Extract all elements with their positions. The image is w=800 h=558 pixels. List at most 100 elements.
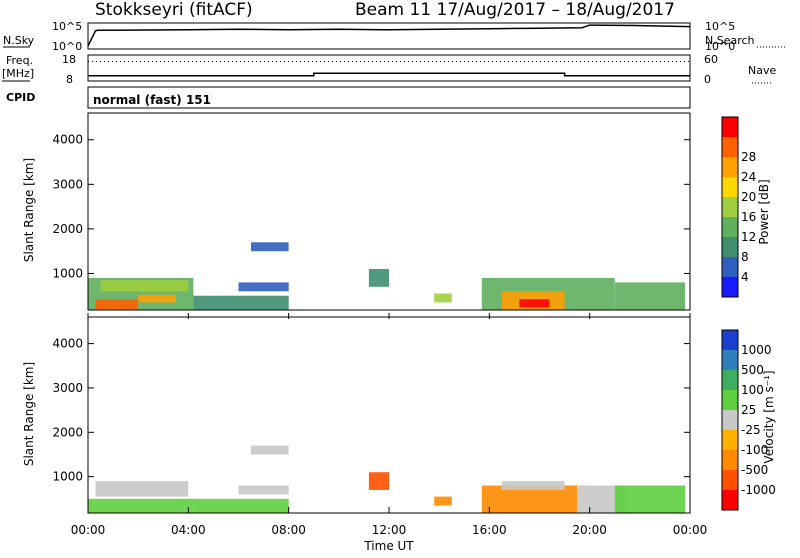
freq-tick-bottom: 8 [66,73,73,86]
colorbar-swatch [722,330,738,350]
nsearch-label: N.Search [705,34,755,47]
scatter-region [138,294,176,303]
nsky-label: N.Sky [3,34,35,47]
nave-tick-bottom: 0 [704,73,711,86]
x-tick-label: 16:00 [472,523,507,537]
colorbar-swatch [722,390,738,410]
colorbar-swatch [722,370,738,390]
scatter-region [434,293,452,303]
colorbar-swatch [722,490,738,510]
nsky-tick-top: 10^5 [52,20,82,33]
y-tick-label: 4000 [52,133,83,147]
y-tick-label: 3000 [52,381,83,395]
power-colorbar: 4 8 12 16 20 24 28 [721,116,756,298]
power-y-axis: 1000 2000 3000 4000 [52,133,690,280]
y-tick-label: 2000 [52,425,83,439]
cpid-value: normal (fast) 151 [93,93,211,107]
power-colorbar-tick: 8 [741,250,749,264]
colorbar-swatch [722,177,738,197]
scatter-region [251,242,289,252]
power-colorbar-tick: 12 [741,230,756,244]
nsky-strip-frame [87,22,691,50]
colorbar-swatch [722,277,738,297]
x-tick-label: 12:00 [372,523,407,537]
colorbar-swatch [722,257,738,277]
y-tick-label: 1000 [52,470,83,484]
x-tick-label: 04:00 [171,523,206,537]
velocity-colorbar-label: Velocity [m s⁻¹] [762,370,776,463]
colorbar-swatch [722,430,738,450]
scatter-region [193,295,289,310]
x-tick-label: 00:00 [673,523,708,537]
y-tick-label: 1000 [52,266,83,280]
colorbar-swatch [722,350,738,370]
scatter-region [368,472,389,490]
nave-tick-top: 60 [704,53,718,66]
cpid-strip-frame [87,86,691,109]
scatter-region [501,481,565,490]
nsearch-tick-top: 10^5 [705,20,735,33]
power-ylabel: Slant Range [km] [22,158,36,262]
beam-time-title: Beam 11 17/Aug/2017 – 18/Aug/2017 [355,0,675,20]
velocity-colorbar-tick: -1000 [741,483,776,497]
power-heatmap [88,242,685,310]
scatter-region [614,485,685,513]
scatter-region [238,485,289,495]
scatter-region [100,280,189,292]
power-colorbar-tick: 16 [741,210,756,224]
power-panel-frame [87,112,691,311]
velocity-heatmap [88,445,685,513]
scatter-region [95,481,189,497]
scatter-region [251,445,289,455]
y-tick-label: 2000 [52,222,83,236]
power-colorbar-tick: 24 [741,170,756,184]
cpid-label: CPID [6,91,35,104]
colorbar-frame [721,329,739,511]
station-title: Stokkseyri (fitACF) [95,0,253,20]
scatter-region [88,498,194,513]
x-tick-label: 00:00 [71,523,106,537]
colorbar-swatch [722,117,738,137]
colorbar-swatch [722,410,738,430]
velocity-ylabel: Slant Range [km] [22,362,36,466]
time-x-axis: 00:00 04:00 08:00 12:00 16:00 20:00 00:00 [71,313,708,537]
velocity-y-axis: 1000 2000 3000 4000 [52,337,690,484]
freq-series-line [88,72,690,77]
scatter-region [238,282,289,292]
freq-label: Freq. [6,54,33,67]
power-colorbar-tick: 20 [741,190,756,204]
y-tick-label: 3000 [52,177,83,191]
power-colorbar-tick: 4 [741,270,749,284]
freq-strip-frame [87,54,691,82]
freq-tick-top: 18 [62,53,76,66]
colorbar-swatch [722,137,738,157]
colorbar-swatch [722,157,738,177]
power-colorbar-label: Power [dB] [757,179,771,244]
colorbar-swatch [722,197,738,217]
colorbar-swatch [722,237,738,257]
x-tick-label: 08:00 [271,523,306,537]
velocity-colorbar-tick: 500 [741,363,764,377]
velocity-colorbar-tick: -100 [741,443,768,457]
colorbar-frame [721,116,739,298]
scatter-region [519,299,550,308]
scatter-region [95,299,139,310]
scatter-region [434,496,452,506]
scatter-region [193,498,289,513]
velocity-colorbar-tick: 100 [741,383,764,397]
power-colorbar-tick: 28 [741,150,756,164]
x-tick-label: 20:00 [572,523,607,537]
velocity-colorbar-tick: -500 [741,463,768,477]
velocity-colorbar: 1000 500 100 25 -25 -100 -500 -1000 [721,329,776,511]
colorbar-swatch [722,470,738,490]
colorbar-swatch [722,450,738,470]
velocity-colorbar-tick: -25 [741,423,761,437]
freq-unit: [MHz] [2,67,34,80]
velocity-colorbar-tick: 1000 [741,343,772,357]
velocity-colorbar-tick: 25 [741,403,756,417]
nsky-tick-bottom: 10^0 [52,40,82,53]
scatter-region [614,282,685,310]
y-tick-label: 4000 [52,337,83,351]
